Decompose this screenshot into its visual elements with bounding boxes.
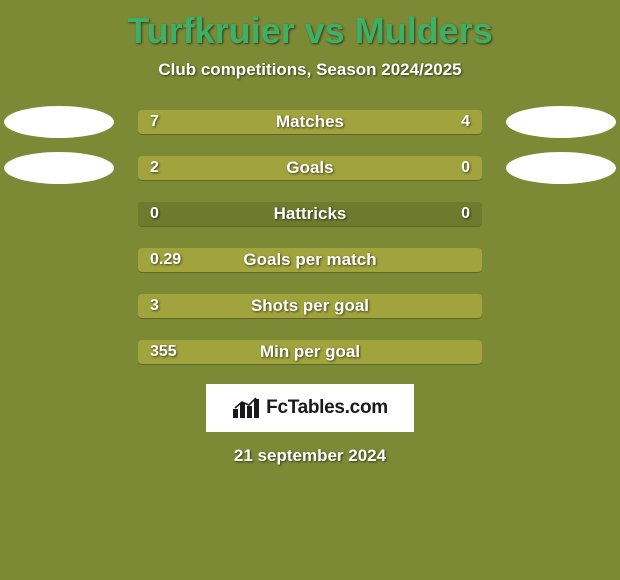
- stat-label: Hattricks: [138, 202, 482, 226]
- stat-row: Hattricks0 0: [0, 202, 620, 226]
- title-player-right: Mulders: [355, 10, 493, 51]
- stat-value-right: 0: [461, 202, 470, 226]
- stat-value-left: 7: [150, 110, 159, 134]
- stat-value-left: 0: [150, 202, 159, 226]
- title-player-left: Turfkruier: [127, 10, 294, 51]
- player-avatar-left: [4, 152, 114, 184]
- subtitle: Club competitions, Season 2024/2025: [0, 60, 620, 80]
- stat-row: Min per goal355: [0, 340, 620, 364]
- player-avatar-right: [506, 152, 616, 184]
- date-text: 21 september 2024: [0, 446, 620, 466]
- stat-row: Goals20: [0, 156, 620, 180]
- brand-text: FcTables.com: [266, 397, 388, 419]
- brand-chart-icon: [232, 397, 260, 419]
- brand-badge: FcTables.com: [206, 384, 414, 432]
- stat-value-right: 4: [461, 110, 470, 134]
- stat-bar-track: Goals per match0.29: [138, 248, 482, 272]
- stat-value-left: 0.29: [150, 248, 181, 272]
- stat-bar-track: Min per goal355: [138, 340, 482, 364]
- stat-bar-track: Matches74: [138, 110, 482, 134]
- stat-bar-track: Hattricks0 0: [138, 202, 482, 226]
- stat-bar-left: [138, 110, 351, 134]
- stat-bar-left: [138, 294, 482, 318]
- title-vs: vs: [295, 10, 355, 51]
- stat-value-right: 0: [461, 156, 470, 180]
- stat-bar-left: [138, 340, 482, 364]
- stat-value-left: 355: [150, 340, 177, 364]
- stat-bar-right: [403, 156, 482, 180]
- stat-bar-left: [138, 248, 482, 272]
- stat-bar-track: Shots per goal3: [138, 294, 482, 318]
- stat-value-left: 2: [150, 156, 159, 180]
- stat-row: Matches74: [0, 110, 620, 134]
- stats-list: Matches74Goals20Hattricks00Goals per mat…: [0, 110, 620, 364]
- infographic-container: Turfkruier vs Mulders Club competitions,…: [0, 0, 620, 580]
- stat-value-left: 3: [150, 294, 159, 318]
- page-title: Turfkruier vs Mulders: [0, 0, 620, 52]
- stat-bar-track: Goals20: [138, 156, 482, 180]
- player-avatar-right: [506, 106, 616, 138]
- player-avatar-left: [4, 106, 114, 138]
- stat-bar-left: [138, 156, 403, 180]
- stat-row: Shots per goal3: [0, 294, 620, 318]
- stat-row: Goals per match0.29: [0, 248, 620, 272]
